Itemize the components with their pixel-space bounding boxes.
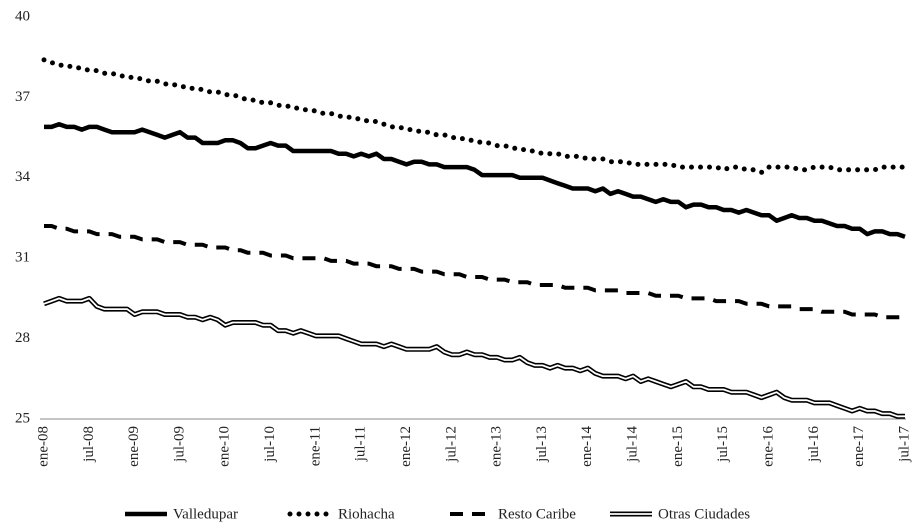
series-line bbox=[44, 121, 906, 239]
x-tick-label: jul-10 bbox=[262, 426, 278, 463]
series-line-inner bbox=[43, 297, 905, 418]
legend-label: Resto Caribe bbox=[498, 506, 576, 522]
y-tick-label: 37 bbox=[15, 89, 31, 105]
x-tick-label: jul-08 bbox=[81, 426, 97, 463]
y-tick-label: 40 bbox=[15, 8, 30, 24]
series-line bbox=[43, 295, 905, 419]
x-tick-label: ene-11 bbox=[307, 426, 323, 466]
legend: Valledupar Riohacha Resto Caribe Otras Ciud… bbox=[125, 506, 750, 522]
x-tick-label: ene-09 bbox=[126, 426, 142, 467]
x-tick-label: ene-12 bbox=[398, 426, 414, 467]
series-line bbox=[41, 57, 908, 175]
y-tick-label: 28 bbox=[15, 330, 30, 346]
legend-label: Riohacha bbox=[338, 506, 395, 522]
x-tick-label: jul-14 bbox=[625, 426, 641, 463]
x-tick-label: ene-08 bbox=[35, 426, 51, 467]
y-tick-label: 31 bbox=[15, 250, 30, 266]
x-tick-label: jul-13 bbox=[534, 426, 550, 463]
x-tick-label: ene-17 bbox=[851, 426, 867, 467]
x-tick-label: ene-13 bbox=[489, 426, 505, 467]
legend-label: Valledupar bbox=[173, 506, 238, 522]
x-tick-label: ene-16 bbox=[760, 426, 776, 467]
x-tick-label: jul-17 bbox=[896, 426, 912, 463]
y-tick-label: 34 bbox=[15, 169, 31, 185]
x-tick-label: jul-16 bbox=[806, 426, 822, 463]
legend-label: Otras Ciudades bbox=[658, 506, 750, 522]
y-tick-label: 25 bbox=[15, 410, 30, 426]
x-tick-label: jul-15 bbox=[715, 426, 731, 463]
series-line bbox=[44, 224, 905, 320]
x-tick-label: jul-11 bbox=[353, 426, 369, 462]
x-tick-label: ene-10 bbox=[217, 426, 233, 467]
x-tick-label: ene-15 bbox=[670, 426, 686, 467]
x-tick-label: ene-14 bbox=[579, 426, 595, 467]
x-tick-label: jul-09 bbox=[171, 426, 187, 463]
x-tick-label: jul-12 bbox=[443, 426, 459, 463]
